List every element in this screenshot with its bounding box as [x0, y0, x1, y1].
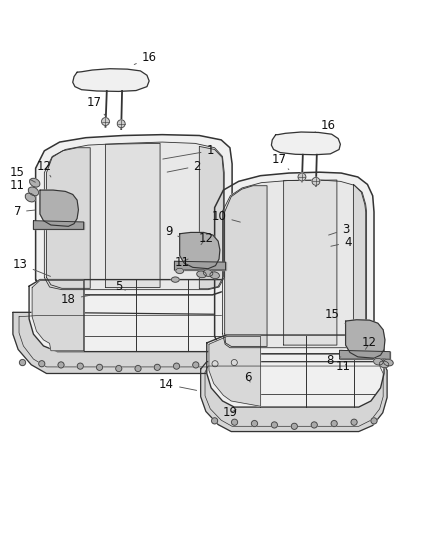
Circle shape [212, 361, 218, 367]
Polygon shape [199, 147, 223, 289]
Circle shape [331, 421, 337, 426]
Polygon shape [106, 143, 160, 287]
Ellipse shape [28, 187, 39, 196]
Polygon shape [207, 335, 384, 407]
Text: 17: 17 [87, 96, 106, 116]
Ellipse shape [384, 359, 393, 366]
Text: 1: 1 [163, 144, 214, 159]
Circle shape [251, 421, 258, 426]
Text: 19: 19 [223, 406, 237, 419]
Circle shape [212, 418, 218, 424]
Circle shape [371, 418, 377, 424]
Polygon shape [180, 232, 220, 269]
Polygon shape [73, 69, 149, 92]
Text: 12: 12 [362, 336, 377, 350]
Circle shape [231, 359, 237, 366]
Polygon shape [35, 135, 232, 295]
Polygon shape [346, 320, 385, 358]
Circle shape [173, 363, 180, 369]
Ellipse shape [171, 277, 179, 282]
Circle shape [298, 173, 306, 181]
Circle shape [232, 419, 237, 425]
Polygon shape [225, 185, 267, 346]
Ellipse shape [25, 193, 35, 202]
Circle shape [39, 361, 45, 367]
Text: 15: 15 [10, 166, 35, 182]
Circle shape [19, 359, 25, 366]
Text: 7: 7 [14, 205, 35, 219]
Text: 4: 4 [331, 236, 352, 249]
Text: 10: 10 [212, 210, 240, 223]
Polygon shape [32, 280, 84, 351]
Polygon shape [209, 336, 261, 406]
Polygon shape [29, 280, 239, 352]
Circle shape [116, 366, 122, 372]
Circle shape [135, 366, 141, 372]
Polygon shape [201, 362, 387, 432]
Circle shape [193, 362, 199, 368]
Text: 2: 2 [167, 159, 201, 173]
Text: 8: 8 [327, 354, 341, 367]
Text: 14: 14 [159, 378, 197, 391]
Circle shape [117, 120, 125, 128]
Ellipse shape [379, 361, 389, 368]
Circle shape [312, 177, 320, 185]
Text: 11: 11 [336, 360, 351, 374]
Ellipse shape [176, 268, 184, 273]
Text: 17: 17 [272, 153, 289, 169]
Text: 11: 11 [174, 256, 189, 269]
Circle shape [154, 364, 160, 370]
Text: 15: 15 [325, 308, 346, 324]
Polygon shape [174, 261, 226, 270]
Circle shape [58, 362, 64, 368]
Circle shape [96, 364, 102, 370]
Text: 16: 16 [134, 51, 157, 64]
Polygon shape [284, 180, 337, 345]
Polygon shape [339, 350, 390, 359]
Ellipse shape [374, 358, 383, 365]
Ellipse shape [30, 179, 40, 187]
Text: 5: 5 [115, 280, 125, 293]
Polygon shape [272, 132, 340, 155]
Circle shape [291, 423, 297, 430]
Circle shape [102, 118, 110, 125]
Polygon shape [44, 142, 224, 289]
Text: 16: 16 [315, 119, 336, 132]
Ellipse shape [197, 271, 206, 278]
Ellipse shape [203, 270, 213, 277]
Text: 9: 9 [165, 225, 180, 238]
Polygon shape [40, 190, 78, 227]
Text: 3: 3 [328, 223, 349, 236]
Polygon shape [13, 312, 244, 374]
Text: 18: 18 [61, 293, 90, 306]
Circle shape [77, 363, 83, 369]
Ellipse shape [210, 272, 219, 279]
Text: 12: 12 [198, 232, 213, 245]
Circle shape [311, 422, 317, 428]
Polygon shape [33, 221, 84, 229]
Polygon shape [353, 184, 366, 347]
Text: 6: 6 [244, 372, 251, 384]
Text: 13: 13 [13, 258, 50, 277]
Polygon shape [215, 172, 374, 354]
Polygon shape [46, 148, 90, 288]
Circle shape [351, 419, 357, 425]
Text: 11: 11 [10, 179, 32, 195]
Polygon shape [223, 180, 367, 348]
Circle shape [271, 422, 277, 428]
Text: 12: 12 [37, 159, 52, 177]
